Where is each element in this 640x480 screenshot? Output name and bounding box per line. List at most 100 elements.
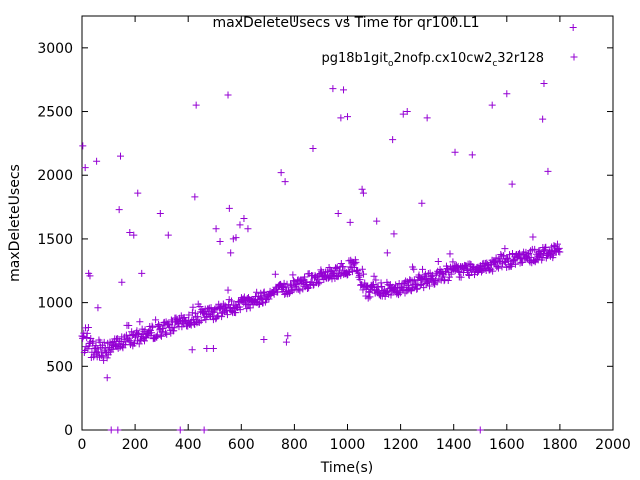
data-point [351,260,359,268]
data-point [426,282,434,290]
data-point-outlier [164,231,172,239]
data-point [99,352,107,360]
data-point [518,258,526,266]
data-point [158,328,166,336]
data-point-outlier [284,332,292,340]
data-point [297,280,305,288]
data-point [148,322,156,330]
data-point-outlier [503,90,511,98]
data-point [419,275,427,283]
data-point [145,328,153,336]
data-point-outlier [346,218,354,226]
x-tick-label: 0 [78,437,87,453]
data-point [464,266,472,274]
data-point [157,331,165,339]
data-point [501,245,509,253]
data-point-outlier [389,136,397,144]
y-axis-label: maxDeleteUsecs [7,164,23,282]
data-point [240,293,248,301]
data-point [534,252,542,260]
data-point [407,287,415,295]
data-point [424,278,432,286]
data-point [420,284,428,292]
data-point [152,316,160,324]
data-point [549,251,557,259]
data-point [197,317,205,325]
data-point [89,337,97,345]
data-point-outlier [240,215,248,223]
data-point [135,340,143,348]
data-point-outlier [535,249,543,257]
data-point [140,337,148,345]
data-point [331,264,339,272]
data-point [434,258,442,266]
data-point-outlier [399,110,407,118]
data-point [517,255,525,263]
data-point [180,313,188,321]
data-point [352,258,360,266]
data-point [98,341,106,349]
data-point [207,304,215,312]
data-point [142,334,150,342]
data-point-outlier [156,209,164,217]
data-point-outlier [540,80,548,88]
data-point [148,329,156,337]
data-point [406,276,414,284]
data-point [103,354,111,362]
data-point [236,306,244,314]
data-point [269,289,277,297]
data-point [501,258,509,266]
data-point [93,349,101,357]
data-point [364,294,372,302]
x-tick-label: 1400 [436,437,472,453]
data-point [253,288,261,296]
x-tick-label: 200 [122,437,149,453]
data-point-outlier [93,157,101,165]
data-point [187,321,195,329]
data-point [84,323,92,331]
data-point [316,278,324,286]
data-point [441,276,449,284]
data-point [166,326,174,334]
data-point [155,320,163,328]
data-point [527,247,535,255]
data-point [413,285,421,293]
data-point [334,273,342,281]
data-point [370,272,378,280]
y-tick-label: 500 [46,359,73,375]
data-point [556,248,564,256]
data-point-outlier [203,344,211,352]
x-tick-label: 1600 [489,437,525,453]
data-point [332,265,340,273]
data-point [100,356,108,364]
data-point [479,265,487,273]
data-point [125,337,133,345]
data-point [256,294,264,302]
data-point-outlier [329,85,337,93]
data-point [444,276,452,284]
data-point-outlier [134,189,142,197]
data-point [498,263,506,271]
y-tick-label: 2000 [37,168,73,184]
data-point [410,276,418,284]
x-axis-label: Time(s) [320,460,373,476]
data-point-outlier [277,169,285,177]
data-point [157,332,165,340]
data-point-outlier [79,142,87,150]
data-point [260,289,268,297]
data-point [163,330,171,338]
data-point-outlier [260,336,268,344]
data-point [329,270,337,278]
data-point [202,316,210,324]
data-point [433,278,441,286]
data-point [301,273,309,281]
data-point-outlier [103,374,111,382]
data-point-outlier [94,304,102,312]
data-point-outlier [176,426,184,434]
legend-marker-plus [570,53,578,61]
data-point [553,240,561,248]
data-point [292,281,300,289]
y-tick-label: 3000 [37,41,73,57]
axis-ticks: 0 200 400 600 800 1000 1200 1400 1600 1800 2000 0 50… [37,16,631,453]
